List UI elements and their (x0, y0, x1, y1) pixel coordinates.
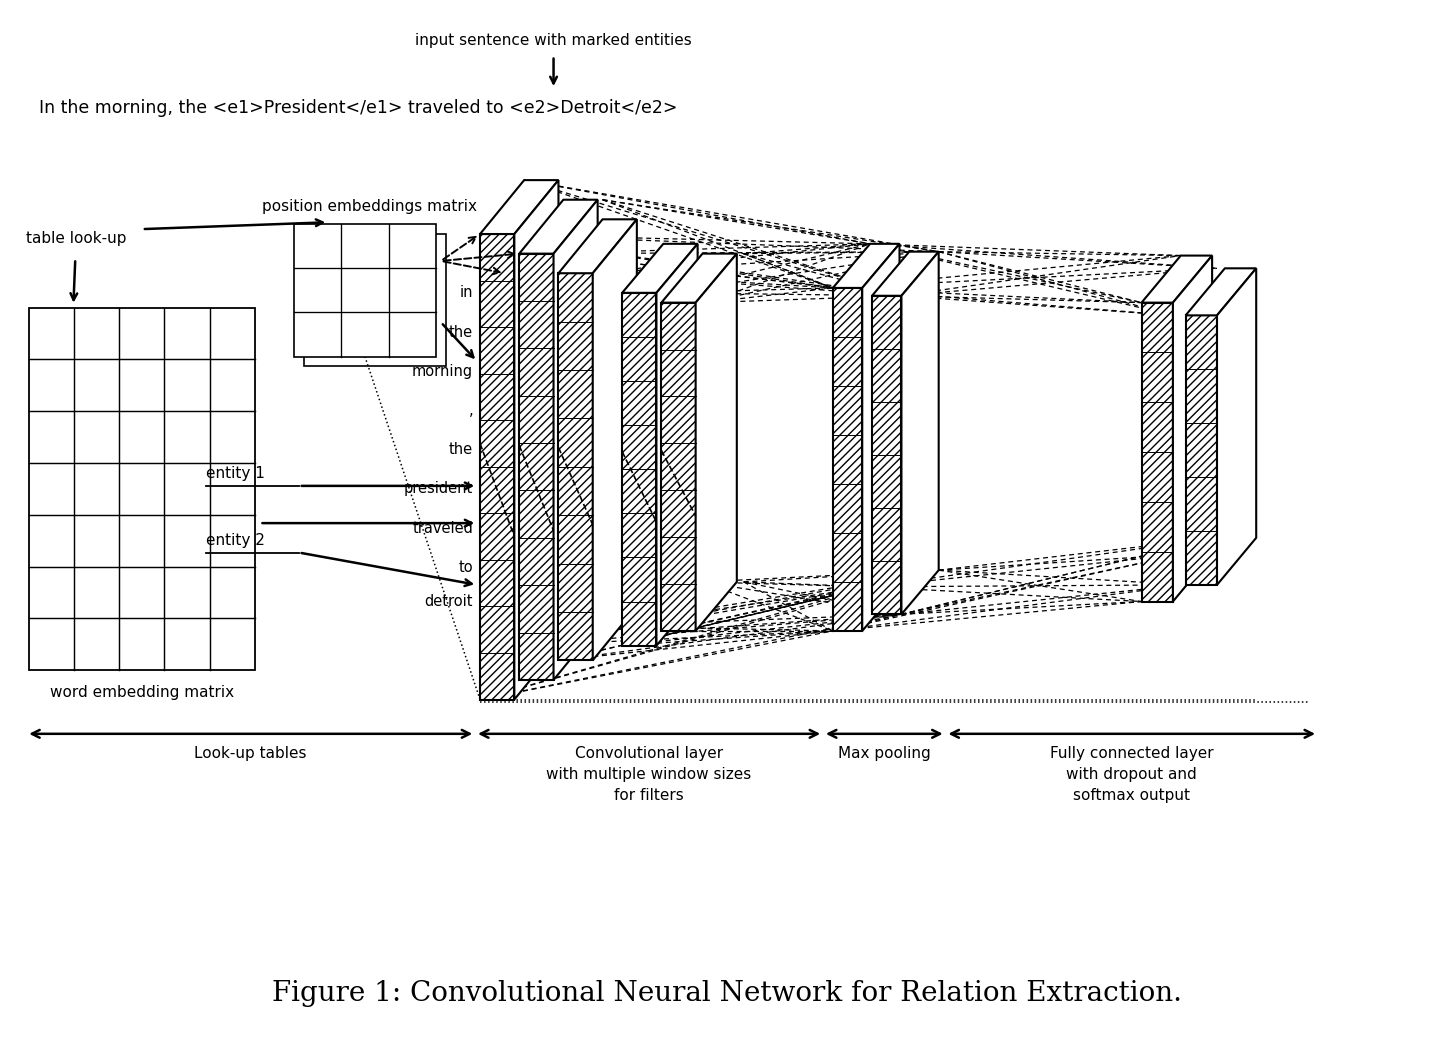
Polygon shape (1186, 315, 1216, 585)
Text: Max pooling: Max pooling (838, 746, 931, 761)
Text: entity 2: entity 2 (205, 532, 265, 548)
Text: ,: , (469, 403, 473, 418)
Polygon shape (1216, 269, 1256, 585)
Text: in: in (460, 286, 473, 300)
Text: Convolutional layer
with multiple window sizes
for filters: Convolutional layer with multiple window… (547, 746, 752, 803)
Text: traveled: traveled (412, 521, 473, 535)
Polygon shape (872, 296, 902, 615)
Polygon shape (480, 234, 515, 699)
Text: the: the (450, 442, 473, 457)
Polygon shape (553, 200, 598, 680)
Polygon shape (656, 243, 697, 645)
Polygon shape (559, 219, 637, 273)
Polygon shape (480, 180, 559, 234)
Polygon shape (695, 254, 736, 631)
Polygon shape (592, 219, 637, 660)
Polygon shape (519, 200, 598, 254)
Text: input sentence with marked entities: input sentence with marked entities (415, 33, 693, 48)
Polygon shape (832, 243, 899, 288)
Bar (29, 308, 255, 670)
Bar (304, 234, 445, 366)
Polygon shape (1142, 256, 1212, 303)
Text: table look-up: table look-up (26, 232, 127, 247)
Polygon shape (1173, 256, 1212, 602)
Polygon shape (515, 180, 559, 699)
Polygon shape (623, 293, 656, 645)
Polygon shape (623, 243, 697, 293)
Polygon shape (832, 288, 863, 631)
Text: Figure 1: Convolutional Neural Network for Relation Extraction.: Figure 1: Convolutional Neural Network f… (272, 980, 1183, 1007)
Text: word embedding matrix: word embedding matrix (49, 685, 234, 699)
Text: president: president (404, 481, 473, 496)
Polygon shape (1186, 269, 1256, 315)
Text: Look-up tables: Look-up tables (195, 746, 307, 761)
Text: In the morning, the <e1>President</e1> traveled to <e2>Detroit</e2>: In the morning, the <e1>President</e1> t… (39, 98, 678, 116)
Text: to: to (458, 560, 473, 574)
Polygon shape (662, 254, 736, 303)
Text: detroit: detroit (425, 594, 473, 609)
Polygon shape (559, 273, 592, 660)
Text: morning: morning (412, 364, 473, 379)
Text: Fully connected layer
with dropout and
softmax output: Fully connected layer with dropout and s… (1051, 746, 1213, 803)
Text: entity 1: entity 1 (205, 466, 265, 481)
Polygon shape (872, 252, 938, 296)
Polygon shape (662, 303, 695, 631)
Text: position embeddings matrix: position embeddings matrix (262, 199, 477, 215)
Polygon shape (863, 243, 899, 631)
Bar (294, 224, 436, 357)
Text: the: the (450, 325, 473, 340)
Polygon shape (1142, 303, 1173, 602)
Polygon shape (902, 252, 938, 615)
Polygon shape (519, 254, 553, 680)
